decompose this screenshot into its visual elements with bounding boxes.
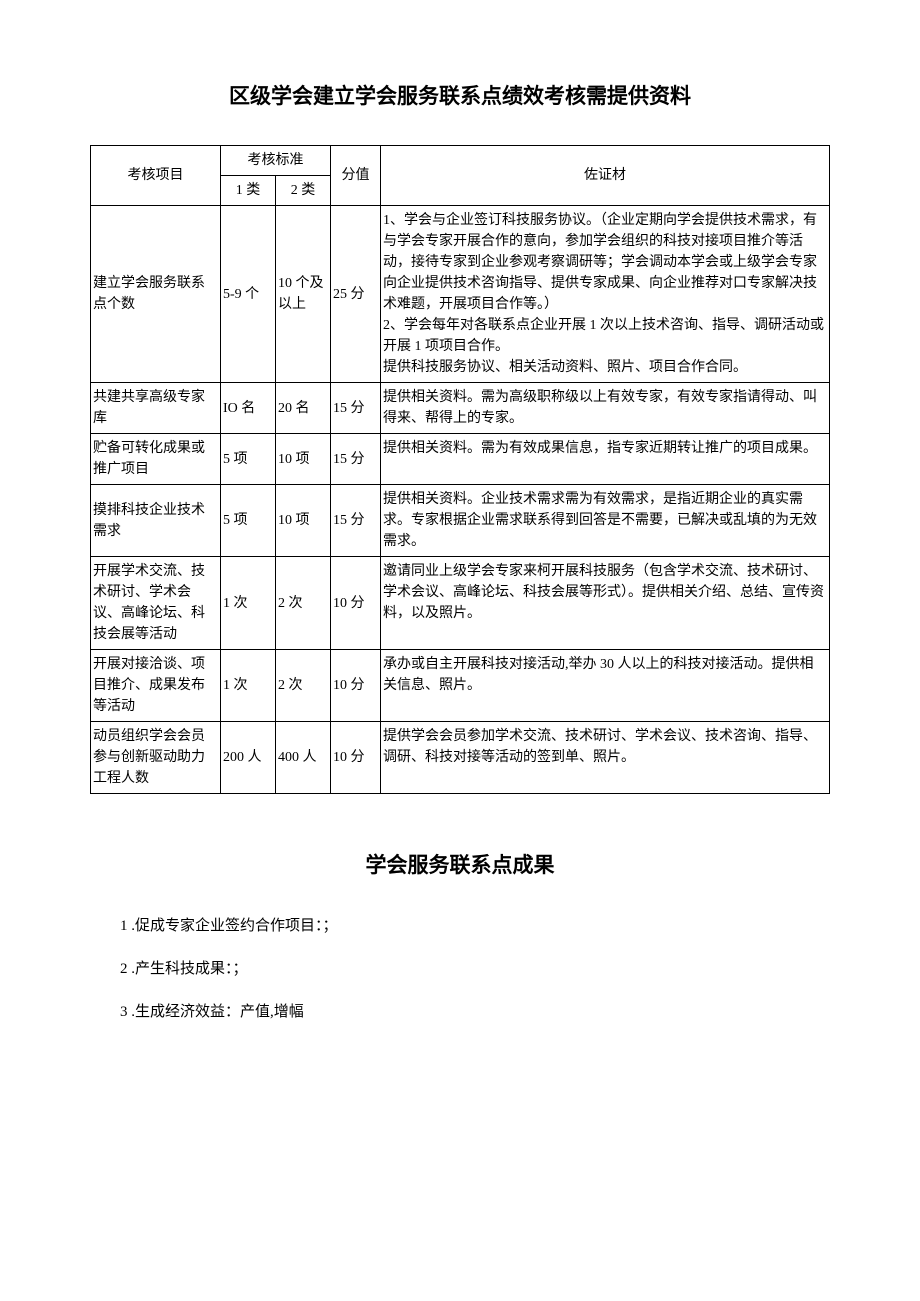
cell-type1: IO 名 — [221, 383, 276, 434]
cell-item: 建立学会服务联系点个数 — [91, 206, 221, 383]
cell-item: 开展学术交流、技术研讨、学术会议、高峰论坛、科技会展等活动 — [91, 557, 221, 650]
cell-score: 10 分 — [331, 722, 381, 794]
header-type1: 1 类 — [221, 176, 276, 206]
cell-type1: 1 次 — [221, 650, 276, 722]
result-item: 1 .促成专家企业签约合作项目：； — [90, 914, 830, 935]
cell-score: 15 分 — [331, 485, 381, 557]
results-list: 1 .促成专家企业签约合作项目：； 2 .产生科技成果：； 3 .生成经济效益：产值… — [90, 914, 830, 1021]
table-body: 建立学会服务联系点个数5-9 个10 个及以上25 分1、学会与企业签订科技服务… — [91, 206, 830, 794]
cell-material: 1、学会与企业签订科技服务协议。（企业定期向学会提供技术需求，有与学会专家开展合… — [381, 206, 830, 383]
cell-material: 邀请同业上级学会专家来柯开展科技服务（包含学术交流、技术研讨、学术会议、高峰论坛… — [381, 557, 830, 650]
table-row: 共建共享高级专家库IO 名20 名15 分提供相关资料。需为高级职称级以上有效专… — [91, 383, 830, 434]
table-row: 贮备可转化成果或推广项目5 项10 项15 分提供相关资料。需为有效成果信息，指… — [91, 434, 830, 485]
header-material: 佐证材 — [381, 146, 830, 206]
result-item: 3 .生成经济效益：产值,增幅 — [90, 1000, 830, 1021]
results-title: 学会服务联系点成果 — [90, 849, 830, 879]
cell-type2: 2 次 — [276, 557, 331, 650]
table-row: 建立学会服务联系点个数5-9 个10 个及以上25 分1、学会与企业签订科技服务… — [91, 206, 830, 383]
header-item: 考核项目 — [91, 146, 221, 206]
cell-material: 承办或自主开展科技对接活动,举办 30 人以上的科技对接活动。提供相关信息、照片… — [381, 650, 830, 722]
cell-item: 贮备可转化成果或推广项目 — [91, 434, 221, 485]
cell-type2: 400 人 — [276, 722, 331, 794]
header-score: 分值 — [331, 146, 381, 206]
cell-type1: 5 项 — [221, 485, 276, 557]
header-type2: 2 类 — [276, 176, 331, 206]
cell-type2: 2 次 — [276, 650, 331, 722]
cell-score: 15 分 — [331, 383, 381, 434]
cell-score: 25 分 — [331, 206, 381, 383]
cell-score: 15 分 — [331, 434, 381, 485]
table-row: 开展学术交流、技术研讨、学术会议、高峰论坛、科技会展等活动1 次2 次10 分邀… — [91, 557, 830, 650]
table-row: 动员组织学会会员参与创新驱动助力工程人数200 人400 人10 分提供学会会员… — [91, 722, 830, 794]
cell-item: 开展对接洽谈、项目推介、成果发布等活动 — [91, 650, 221, 722]
cell-material: 提供相关资料。需为高级职称级以上有效专家，有效专家指请得动、叫得来、帮得上的专家… — [381, 383, 830, 434]
cell-type2: 20 名 — [276, 383, 331, 434]
cell-type1: 200 人 — [221, 722, 276, 794]
cell-score: 10 分 — [331, 650, 381, 722]
cell-score: 10 分 — [331, 557, 381, 650]
cell-type2: 10 项 — [276, 485, 331, 557]
cell-item: 摸排科技企业技术需求 — [91, 485, 221, 557]
result-item: 2 .产生科技成果：； — [90, 957, 830, 978]
cell-type1: 1 次 — [221, 557, 276, 650]
table-row: 开展对接洽谈、项目推介、成果发布等活动1 次2 次10 分承办或自主开展科技对接… — [91, 650, 830, 722]
cell-type2: 10 项 — [276, 434, 331, 485]
cell-material: 提供学会会员参加学术交流、技术研讨、学术会议、技术咨询、指导、调研、科技对接等活… — [381, 722, 830, 794]
cell-type1: 5 项 — [221, 434, 276, 485]
cell-item: 共建共享高级专家库 — [91, 383, 221, 434]
table-row: 摸排科技企业技术需求5 项10 项15 分提供相关资料。企业技术需求需为有效需求… — [91, 485, 830, 557]
cell-item: 动员组织学会会员参与创新驱动助力工程人数 — [91, 722, 221, 794]
cell-type2: 10 个及以上 — [276, 206, 331, 383]
header-standard: 考核标准 — [221, 146, 331, 176]
main-title: 区级学会建立学会服务联系点绩效考核需提供资料 — [90, 80, 830, 110]
cell-material: 提供相关资料。需为有效成果信息，指专家近期转让推广的项目成果。 — [381, 434, 830, 485]
cell-type1: 5-9 个 — [221, 206, 276, 383]
cell-material: 提供相关资料。企业技术需求需为有效需求，是指近期企业的真实需求。专家根据企业需求… — [381, 485, 830, 557]
assessment-table: 考核项目 考核标准 分值 佐证材 1 类 2 类 建立学会服务联系点个数5-9 … — [90, 145, 830, 794]
